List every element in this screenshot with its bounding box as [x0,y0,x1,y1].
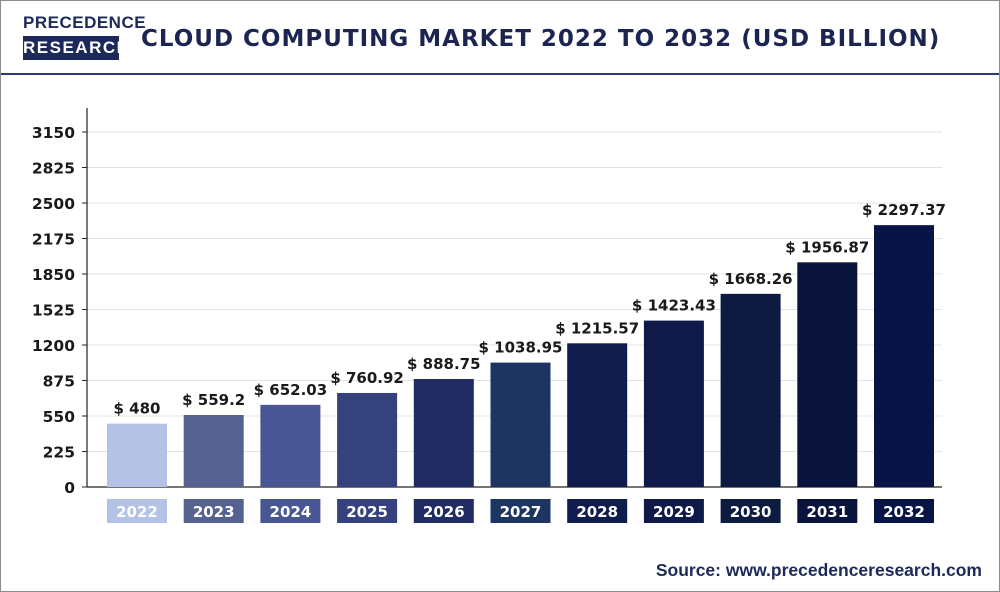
category-label-box [107,499,167,523]
bar [720,293,781,487]
category-label-box [413,499,474,523]
y-tick-label: 875 [43,373,75,391]
y-tick-label: 225 [43,444,75,462]
value-label: $ 1215.57 [555,319,639,337]
category-label-box [874,499,934,523]
brand-logo: PRECEDENCE RESEARCH [23,11,147,61]
bar [107,423,167,487]
logo-bottom-text: RESEARCH [23,36,129,60]
category-label-box [183,499,244,523]
category-label: 2031 [806,503,848,521]
bar [797,262,858,487]
source-credit: Source: www.precedenceresearch.com [655,560,982,580]
category-label-box [337,499,398,523]
category-label: 2029 [653,503,695,521]
category-label-box [797,499,858,523]
bar [260,404,321,487]
category-label: 2024 [270,503,312,521]
y-tick-label: 2500 [32,195,75,213]
category-label: 2027 [500,503,542,521]
value-label: $ 1038.95 [479,339,563,357]
category-label-box [720,499,781,523]
category-label-box [567,499,628,523]
y-tick-label: 1525 [32,302,75,320]
value-label: $ 760.92 [330,369,404,387]
value-label: $ 652.03 [254,381,328,399]
logo-top-text: PRECEDENCE [23,13,147,32]
value-label: $ 2297.37 [862,201,946,219]
category-label: 2028 [576,503,618,521]
value-label: $ 888.75 [407,355,481,373]
y-tick-label: 2825 [32,160,75,178]
category-label: 2032 [883,503,925,521]
bar [413,378,474,487]
y-tick-label: 2175 [32,231,75,249]
value-label: $ 559.2 [182,391,245,409]
category-label: 2026 [423,503,465,521]
bar [874,225,934,488]
category-label: 2022 [116,503,158,521]
y-tick-label: 1850 [32,266,75,284]
category-label-box [490,499,551,523]
y-tick-label: 3150 [32,124,75,142]
bar [567,343,628,487]
category-label: 2025 [346,503,388,521]
value-label: $ 1423.43 [632,297,716,315]
bar [183,414,244,487]
value-label: $ 1956.87 [785,238,869,256]
bar [337,392,398,487]
header: PRECEDENCE RESEARCH CLOUD COMPUTING MARK… [1,1,999,75]
bar [490,362,551,487]
bar [643,320,704,487]
category-label-box [260,499,321,523]
value-label: $ 1668.26 [709,270,793,288]
category-label-box [643,499,704,523]
category-label: 2030 [730,503,772,521]
value-label: $ 480 [114,400,161,418]
y-tick-label: 1200 [32,337,75,355]
category-label: 2023 [193,503,235,521]
y-tick-label: 0 [64,479,75,497]
y-tick-label: 550 [43,408,76,426]
chart-title: CLOUD COMPUTING MARKET 2022 TO 2032 (USD… [141,26,941,52]
